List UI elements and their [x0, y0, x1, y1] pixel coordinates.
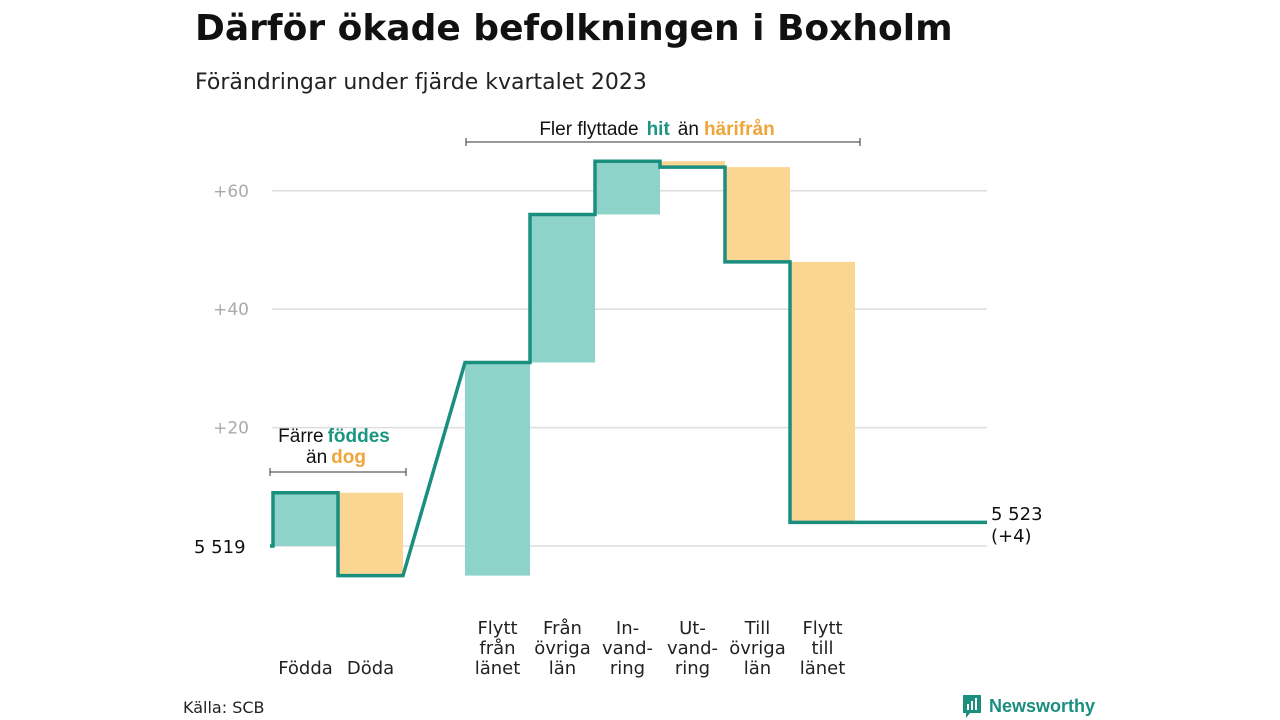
category-label: Flytt [802, 618, 842, 639]
births-bracket [269, 468, 407, 476]
cumulative-step-line [270, 159, 987, 578]
y-tick-label: +20 [213, 419, 249, 439]
moves-bracket [465, 138, 861, 146]
chart-subtitle: Förändringar under fjärde kvartalet 2023 [195, 70, 647, 95]
births-annotation-prefix: Färre [278, 426, 323, 447]
newsworthy-logo-icon [963, 695, 981, 718]
moves-annotation-highlight2: härifrån [704, 119, 775, 140]
waterfall-bar [595, 161, 660, 215]
category-label: Födda [278, 658, 333, 679]
births-annotation-connector: än [306, 447, 327, 468]
category-label: ring [610, 658, 645, 679]
category-label: från [479, 638, 515, 659]
category-label: län [549, 658, 576, 679]
y-tick-label: +40 [213, 300, 249, 320]
waterfall-bar [790, 261, 855, 523]
brand-name: Newsworthy [989, 695, 1096, 716]
category-label: länet [800, 658, 846, 679]
category-label: Ut- [679, 618, 706, 639]
category-label: Döda [347, 658, 394, 679]
category-label: länet [475, 658, 521, 679]
moves-annotation-prefix: Fler flyttade [539, 119, 638, 140]
moves-annotation-highlight1: hit [647, 119, 671, 140]
category-label: övriga [729, 638, 786, 659]
waterfall-bar [530, 214, 595, 363]
chart-title: Därför ökade befolkningen i Boxholm [195, 8, 953, 49]
category-label: Till [744, 618, 770, 639]
category-label: In- [616, 618, 639, 639]
moves-annotation-connector: än [678, 119, 699, 140]
category-label: övriga [534, 638, 591, 659]
end-change-label: (+4) [991, 526, 1032, 547]
births-annotation: Färre föddes än dog [269, 426, 407, 476]
source-note: Källa: SCB [183, 698, 265, 717]
category-label: vand- [602, 638, 653, 659]
start-value-label: 5 519 [194, 537, 246, 558]
brand-logo: Newsworthy [961, 693, 1095, 719]
moves-annotation: Fler flyttade hit än härifrån [465, 119, 861, 146]
births-annotation-highlight1: föddes [328, 426, 390, 447]
category-label: län [744, 658, 771, 679]
waterfall-bar [273, 492, 338, 546]
end-value-label: 5 523 [991, 504, 1043, 525]
category-label: Flytt [477, 618, 517, 639]
waterfall-bar [725, 167, 790, 262]
waterfall-bar [465, 362, 530, 576]
category-label: Från [543, 618, 582, 639]
waterfall-bar [660, 161, 725, 168]
births-annotation-highlight2: dog [331, 447, 366, 468]
y-tick-label: +60 [213, 182, 249, 202]
category-label: till [811, 638, 833, 659]
category-label: ring [675, 658, 710, 679]
category-label: vand- [667, 638, 718, 659]
waterfall-bar [338, 492, 403, 576]
